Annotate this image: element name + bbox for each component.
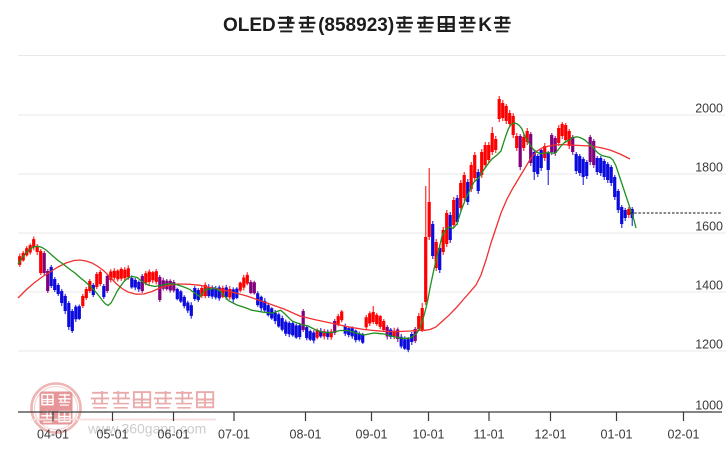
svg-text:10-01: 10-01 <box>413 428 445 442</box>
svg-text:K: K <box>478 15 492 36</box>
svg-text:www.360gann.com: www.360gann.com <box>87 421 206 437</box>
svg-text:2000: 2000 <box>695 102 723 116</box>
svg-text:1600: 1600 <box>695 220 723 234</box>
svg-text:1400: 1400 <box>695 279 723 293</box>
svg-text:06-01: 06-01 <box>158 428 190 442</box>
svg-text:OLED: OLED <box>223 15 276 36</box>
svg-text:(858923): (858923) <box>318 15 394 36</box>
svg-text:09-01: 09-01 <box>356 428 388 442</box>
svg-text:1800: 1800 <box>695 161 723 175</box>
svg-text:1200: 1200 <box>695 338 723 352</box>
svg-text:1000: 1000 <box>695 399 723 413</box>
svg-text:11-01: 11-01 <box>473 428 504 442</box>
svg-text:12-01: 12-01 <box>535 428 567 442</box>
svg-text:05-01: 05-01 <box>97 428 129 442</box>
svg-text:04-01: 04-01 <box>37 428 69 442</box>
svg-text:07-01: 07-01 <box>218 428 250 442</box>
svg-text:01-01: 01-01 <box>601 428 633 442</box>
svg-text:02-01: 02-01 <box>668 428 700 442</box>
svg-text:08-01: 08-01 <box>290 428 322 442</box>
